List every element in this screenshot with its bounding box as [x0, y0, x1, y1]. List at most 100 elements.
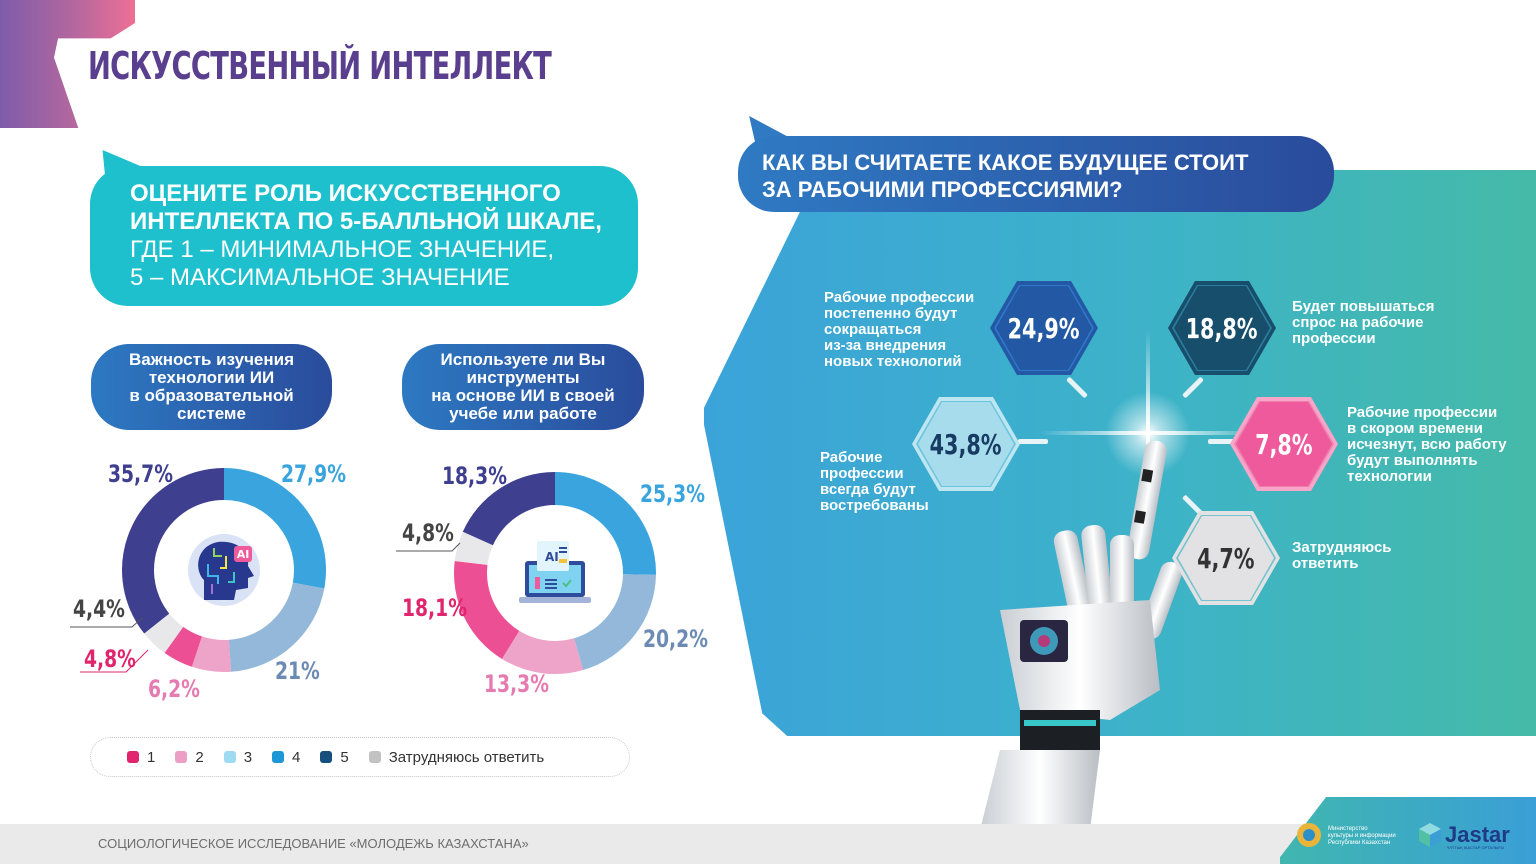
connector-line — [1018, 439, 1048, 444]
option-label-line: из-за внедрения — [824, 337, 947, 354]
donut-segment-Затрудняюсь ответить — [454, 531, 493, 565]
hexagon-option-5: 4,7% — [1172, 511, 1280, 605]
question-line: ИНТЕЛЛЕКТА ПО 5-БАЛЛЬНОЙ ШКАЛЕ, — [130, 208, 602, 235]
option-label-line: всегда будут — [820, 481, 916, 498]
legend-label: Затрудняюсь ответить — [388, 748, 545, 766]
legend-item-4: 4 — [272, 749, 300, 766]
chart1-label-3: 21% — [275, 657, 320, 685]
ministry-line: Республики Казахстан — [1328, 840, 1391, 846]
donut-segment-3 — [573, 574, 656, 670]
chart1-label-2: 6,2% — [148, 675, 200, 703]
chart1-title-line: Важность изучения — [128, 350, 295, 369]
legend-item-5: 5 — [320, 748, 349, 766]
option-label-3: Рабочие профессии всегда будут востребов… — [820, 450, 929, 514]
chart2-leader-line — [396, 542, 461, 552]
donut-segment-4 — [555, 472, 656, 575]
option-label-line: профессии — [820, 465, 904, 482]
ministry-line: Министерство — [1328, 826, 1368, 832]
donut-chart-2: AI — [454, 472, 656, 674]
option-label-1: Рабочие профессии постепенно будут сокра… — [824, 290, 974, 370]
chart2-title-line: учебе или работе — [449, 404, 597, 423]
option-label-line: спрос на рабочие — [1292, 314, 1424, 331]
donut-segment-1 — [454, 560, 520, 659]
chart2-label-4: 25,3% — [640, 480, 705, 508]
legend-label: 2 — [195, 748, 204, 766]
ai-head-icon: AI — [188, 534, 260, 606]
legend-item-1: 1 — [127, 749, 155, 766]
chart2-title-line: на основе ИИ в своей — [431, 386, 615, 405]
legend-label: 3 — [243, 748, 253, 766]
option-label-line: исчезнут, всю работу — [1347, 436, 1507, 453]
chart2-title-line: инструменты — [466, 368, 580, 387]
option-label-2: Будет повышаться спрос на рабочие профес… — [1292, 299, 1435, 347]
question-line: 5 – МАКСИМАЛЬНОЕ ЗНАЧЕНИЕ — [130, 264, 510, 291]
chart1-title: Важность изучения технологии ИИ в образо… — [91, 344, 332, 430]
legend-swatch-3 — [223, 751, 236, 763]
chart1-title-line: в образовательной — [129, 386, 294, 405]
jastar-cube-icon — [1419, 823, 1441, 847]
chart2-label-2: 13,3% — [484, 670, 549, 698]
option-label-line: Затрудняюсь — [1292, 539, 1392, 556]
chart1-label-1: 4,8% — [84, 645, 136, 673]
connector-line — [1208, 439, 1236, 444]
legend-swatch-1 — [127, 751, 139, 763]
option-value: 7,8% — [1255, 427, 1313, 461]
option-label-line: востребованы — [820, 497, 929, 514]
legend-item-2: 2 — [175, 748, 204, 766]
chart-legend: 1 2 3 4 5 Затрудняюсь ответить — [90, 737, 630, 777]
question-line: ОЦЕНИТЕ РОЛЬ ИСКУССТВЕННОГО — [130, 180, 561, 207]
donut-segment-5 — [462, 472, 555, 546]
jastar-logo-subtitle: ҰЛТТЫҚ ЖАСТАР ОРТАЛЫҒЫ — [1447, 845, 1505, 850]
donut-segment-5 — [122, 468, 224, 634]
option-label-line: Рабочие профессии — [824, 289, 975, 306]
option-value: 18,8% — [1186, 311, 1258, 345]
chart1-leader-lines — [70, 617, 149, 673]
donut-segment-3 — [228, 582, 325, 672]
right-question-line: КАК ВЫ СЧИТАЕТЕ КАКОЕ БУДУЩЕЕ СТОИТ — [762, 150, 1249, 175]
question-line: ГДЕ 1 – МИНИМАЛЬНОЕ ЗНАЧЕНИЕ, — [130, 236, 555, 263]
legend-label: 4 — [292, 748, 301, 766]
donut-chart-1: AI — [122, 468, 326, 672]
legend-swatch-4 — [272, 751, 285, 763]
hexagon-option-3: 43,8% — [912, 397, 1020, 491]
option-label-line: технологии — [1347, 468, 1432, 485]
right-question-bubble: КАК ВЫ СЧИТАЕТЕ КАКОЕ БУДУЩЕЕ СТОИТ ЗА Р… — [738, 136, 1334, 212]
option-value: 43,8% — [930, 427, 1002, 461]
legend-item-3: 3 — [223, 748, 253, 766]
donut-segment-2 — [501, 630, 584, 674]
ai-laptop-icon: AI — [519, 541, 591, 603]
legend-swatch-2 — [175, 751, 188, 763]
page-title: ИСКУССТВЕННЫЙ ИНТЕЛЛЕКТ — [88, 44, 552, 88]
chart2-title: Используете ли Вы инструменты на основе … — [402, 344, 644, 430]
chart2-label-1: 18,1% — [402, 594, 467, 622]
legend-label: 5 — [340, 748, 349, 766]
chart1-title-line: технологии ИИ — [148, 368, 275, 387]
donut-segment-1 — [164, 626, 202, 667]
option-label-line: постепенно будут — [824, 305, 958, 322]
option-label-line: новых технологий — [824, 353, 962, 370]
option-label-line: Рабочие профессии — [1347, 404, 1498, 421]
legend-label: 1 — [147, 748, 156, 766]
option-value: 24,9% — [1008, 311, 1080, 345]
footer-brand-area — [1280, 797, 1536, 864]
footer-text: СОЦИОЛОГИЧЕСКОЕ ИССЛЕДОВАНИЕ «МОЛОДЕЖЬ К… — [98, 836, 529, 851]
option-label-line: будут выполнять — [1347, 452, 1478, 469]
option-label-4: Рабочие профессии в скором времени исчез… — [1347, 405, 1507, 485]
chart1-title-line: системе — [177, 404, 246, 423]
chart1-label-na: 4,4% — [73, 595, 125, 623]
ministry-line: культуры и информации — [1328, 833, 1396, 839]
chart2-label-3: 20,2% — [643, 625, 708, 653]
ministry-text: Министерство культуры и информации Респу… — [1328, 826, 1396, 847]
chart2-title-line: Используете ли Вы — [440, 350, 606, 369]
option-label-line: Будет повышаться — [1292, 298, 1435, 315]
chart2-label-5: 18,3% — [442, 462, 507, 490]
donut-segment-2 — [191, 636, 232, 672]
chart2-label-na: 4,8% — [402, 519, 454, 547]
legend-swatch-5 — [320, 751, 333, 763]
kazakhstan-emblem-icon — [1297, 823, 1321, 847]
svg-text:AI: AI — [237, 548, 250, 561]
option-label-line: профессии — [1292, 330, 1376, 347]
chart1-label-5: 35,7% — [108, 460, 173, 488]
legend-item-na: Затрудняюсь ответить — [368, 748, 545, 766]
option-label-5: Затрудняюсь ответить — [1292, 540, 1392, 572]
